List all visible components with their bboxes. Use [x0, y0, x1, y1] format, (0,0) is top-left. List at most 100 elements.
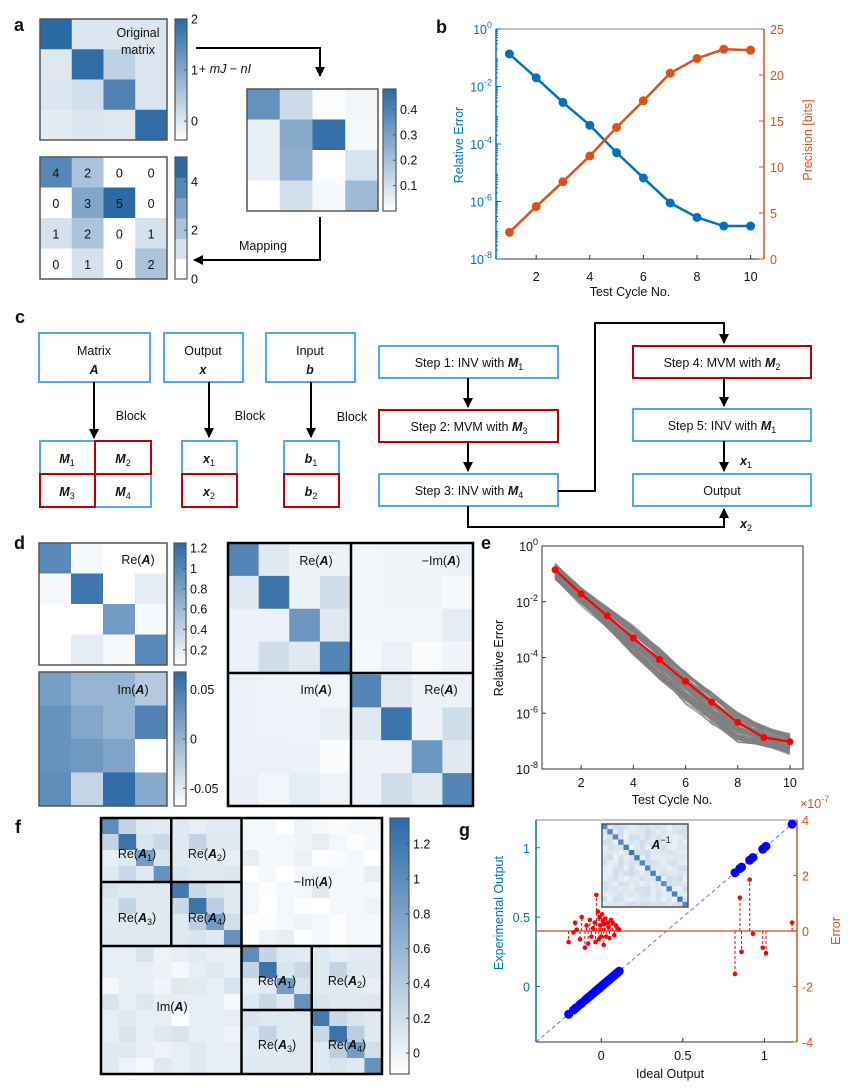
im-a-colorbar-segment [174, 752, 186, 756]
real-embedded-heatmap-16-cell [364, 1026, 383, 1043]
f-colorbar-segment [390, 911, 409, 917]
re-a-colorbar-segment [174, 626, 186, 629]
real-embedded-heatmap-16-cell [329, 1058, 348, 1075]
re-a-colorbar-segment [174, 628, 186, 631]
real-embedded-heatmap-cell [411, 641, 443, 675]
f-colorbar-segment [390, 920, 409, 926]
im-a-colorbar-segment [174, 701, 186, 704]
real-embedded-heatmap-cell [228, 740, 260, 774]
real-embedded-heatmap-16-cell [294, 994, 313, 1011]
step-4-label: Step 4: MVM with M2 [664, 356, 781, 372]
conductance-matrix-heatmap-cell [40, 187, 73, 219]
f-colorbar-segment [390, 967, 409, 973]
real-embedded-heatmap-cell [442, 707, 474, 741]
real-embedded-heatmap-16-cell [364, 898, 383, 915]
precision-point [692, 53, 702, 63]
original-matrix-heatmap-cell [135, 49, 168, 80]
shifted-colorbar-segment [383, 182, 396, 186]
x-tick-label: 2 [578, 776, 585, 790]
error-point [739, 949, 744, 955]
real-embedded-heatmap-cell [319, 543, 351, 577]
f-colorbar-segment [390, 826, 409, 832]
block-label-prefix: Re( [424, 683, 445, 697]
real-embedded-heatmap-16-cell [118, 866, 137, 883]
y-tick-label: 10-8 [516, 760, 538, 777]
conductance-cell-label: 4 [52, 166, 59, 180]
shifted-matrix-heatmap-cell [312, 150, 346, 181]
inverse-matrix-inset-cell [602, 886, 608, 892]
x-tick-label: 0 [598, 1049, 605, 1063]
real-embedded-heatmap-16-cell [311, 994, 330, 1011]
real-embedded-heatmap-cell [289, 674, 321, 708]
real-embedded-heatmap-16-cell [171, 898, 190, 915]
real-embedded-heatmap-cell [228, 707, 260, 741]
real-embedded-heatmap-16-cell [241, 978, 260, 995]
inverse-matrix-inset-cell [623, 860, 630, 866]
re-a-colorbar-segment [174, 614, 186, 617]
error-point [599, 912, 605, 917]
real-embedded-heatmap-16-cell [118, 994, 137, 1011]
f-colorbar-segment [390, 963, 409, 968]
inverse-matrix-inset-cell [618, 901, 624, 908]
inverse-matrix-inset-cell [623, 896, 630, 903]
block-label: Re(A3) [258, 1038, 296, 1054]
im-a-heatmap-cell [135, 672, 168, 706]
inverse-matrix-inset-cell [650, 891, 657, 898]
f-colorbar-segment [390, 946, 409, 951]
shifted-matrix-heatmap-cell [279, 180, 313, 212]
block-label-suffix: ) [328, 875, 332, 889]
inverse-matrix-inset-cell [650, 875, 657, 882]
real-embedded-heatmap-16-cell [136, 914, 155, 931]
inverse-matrix-inset-cell [607, 855, 614, 861]
im-a-colorbar-segment [174, 799, 186, 803]
original-colorbar-segment [175, 45, 187, 48]
re-a-colorbar-segment [174, 606, 186, 609]
block-m2-label: M2 [115, 452, 130, 468]
input-box-symbol: b [306, 363, 314, 377]
real-embedded-heatmap-16-cell [136, 930, 155, 947]
original-matrix-heatmap-cell [40, 79, 73, 111]
conductance-cell-label: 5 [116, 197, 123, 211]
mapping-arrow [193, 217, 321, 265]
original-colorbar-segment [175, 73, 187, 76]
original-colorbar-tick-label: 0 [191, 115, 198, 129]
multiplier-base: ×10 [800, 797, 821, 811]
panel-label-c: c [15, 307, 25, 327]
real-embedded-heatmap-16-cell [153, 898, 172, 915]
inverse-matrix-inset-cell [666, 855, 673, 861]
re-a-colorbar-segment [174, 581, 186, 585]
real-embedded-heatmap-16-cell [311, 898, 330, 915]
real-embedded-heatmap-16-cell [346, 930, 365, 947]
error-point [594, 892, 599, 898]
inverse-matrix-inset-cell [607, 896, 614, 903]
inverse-matrix-inset-cell [655, 896, 662, 903]
inverse-matrix-inset-cell [628, 886, 635, 892]
block-label-subscript: 1 [147, 853, 152, 863]
im-a-colorbar-segment [174, 765, 186, 769]
real-embedded-heatmap-16-cell [241, 818, 260, 835]
shifted-colorbar-segment [383, 202, 396, 206]
shifted-colorbar-segment [383, 200, 396, 204]
conductance-matrix-heatmap-cell [135, 157, 168, 188]
error-point [610, 920, 615, 925]
conductance-matrix-heatmap-cell [135, 218, 168, 249]
inverse-matrix-inset-cell [618, 875, 624, 882]
f-colorbar-segment [390, 882, 409, 887]
inverse-matrix-inset-cell [612, 891, 619, 898]
original-colorbar-segment [175, 135, 187, 139]
y-right-axis-label: Precision [bits] [801, 99, 815, 180]
y-tick-label: 10-2 [516, 593, 538, 610]
real-embedded-heatmap-16-cell [329, 978, 348, 995]
inverse-matrix-inset-cell [655, 829, 662, 835]
block-label-subscript: 2 [217, 853, 222, 863]
f-colorbar-segment [390, 933, 409, 938]
real-embedded-heatmap-16-cell [171, 866, 190, 883]
real-embedded-heatmap-16-cell [276, 946, 295, 963]
mean-error-point [551, 566, 559, 574]
im-a-heatmap-cell [71, 739, 104, 773]
inverse-matrix-inset-cell [650, 829, 657, 835]
original-matrix-heatmap-cell [103, 79, 136, 111]
real-embedded-heatmap-16-cell [311, 818, 330, 835]
error-point [750, 931, 756, 937]
shifted-colorbar-segment [383, 194, 396, 198]
